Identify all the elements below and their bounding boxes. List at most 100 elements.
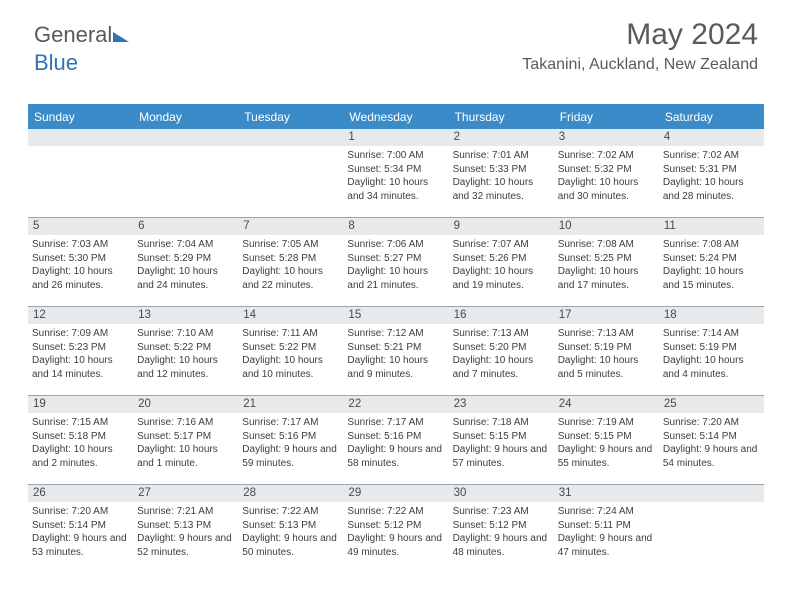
day-header: Saturday	[659, 106, 764, 129]
day-info: Sunrise: 7:05 AMSunset: 5:28 PMDaylight:…	[242, 238, 339, 292]
sunset-text: Sunset: 5:14 PM	[663, 430, 760, 444]
calendar-day-cell: 17Sunrise: 7:13 AMSunset: 5:19 PMDayligh…	[554, 307, 659, 395]
daylight-text: Daylight: 10 hours and 22 minutes.	[242, 265, 339, 292]
daylight-text: Daylight: 10 hours and 1 minute.	[137, 443, 234, 470]
calendar-day-cell: 10Sunrise: 7:08 AMSunset: 5:25 PMDayligh…	[554, 218, 659, 306]
daylight-text: Daylight: 9 hours and 48 minutes.	[453, 532, 550, 559]
sunrise-text: Sunrise: 7:22 AM	[347, 505, 444, 519]
location-subtitle: Takanini, Auckland, New Zealand	[522, 56, 758, 74]
calendar-day-cell: 12 Sunrise: 7:09 AMSunset: 5:23 PMDayligh…	[28, 307, 133, 395]
day-number: 2	[449, 129, 554, 146]
sunset-text: Sunset: 5:16 PM	[242, 430, 339, 444]
calendar-day-cell: 18Sunrise: 7:14 AMSunset: 5:19 PMDayligh…	[659, 307, 764, 395]
sunrise-text: Sunrise: 7:03 AM	[32, 238, 129, 252]
day-number: 16	[449, 307, 554, 324]
day-number: 18	[659, 307, 764, 324]
daylight-text: Daylight: 10 hours and 9 minutes.	[347, 354, 444, 381]
day-info: Sunrise: 7:07 AMSunset: 5:26 PMDaylight:…	[453, 238, 550, 292]
calendar-day-cell: 5Sunrise: 7:03 AMSunset: 5:30 PMDaylight…	[28, 218, 133, 306]
day-number: 15	[343, 307, 448, 324]
sunrise-text: Sunrise: 7:19 AM	[558, 416, 655, 430]
day-number: 19	[28, 396, 133, 413]
sunrise-text: Sunrise: 7:20 AM	[32, 505, 129, 519]
sunrise-text: Sunrise: 7:16 AM	[137, 416, 234, 430]
day-info: Sunrise: 7:19 AMSunset: 5:15 PMDaylight:…	[558, 416, 655, 470]
day-info: Sunrise: 7:21 AMSunset: 5:13 PMDaylight:…	[137, 505, 234, 559]
sunset-text: Sunset: 5:13 PM	[242, 519, 339, 533]
day-header: Sunday	[28, 106, 133, 129]
calendar-day-cell: 2Sunrise: 7:01 AMSunset: 5:33 PMDaylight…	[449, 129, 554, 217]
calendar-day-cell: 30 Sunrise: 7:23 AMSunset: 5:12 PMDayligh…	[449, 485, 554, 573]
calendar-day-cell: 3Sunrise: 7:02 AMSunset: 5:32 PMDaylight…	[554, 129, 659, 217]
day-number: 27	[133, 485, 238, 502]
day-info: Sunrise: 7:12 AMSunset: 5:21 PMDaylight:…	[347, 327, 444, 381]
sunset-text: Sunset: 5:13 PM	[137, 519, 234, 533]
sunrise-text: Sunrise: 7:23 AM	[453, 505, 550, 519]
sunset-text: Sunset: 5:17 PM	[137, 430, 234, 444]
sunrise-text: Sunrise: 7:01 AM	[453, 149, 550, 163]
sunrise-text: Sunrise: 7:10 AM	[137, 327, 234, 341]
sunset-text: Sunset: 5:23 PM	[32, 341, 129, 355]
day-number: 3	[554, 129, 659, 146]
day-number: .	[238, 129, 343, 146]
daylight-text: Daylight: 10 hours and 2 minutes.	[32, 443, 129, 470]
day-info: Sunrise: 7:00 AMSunset: 5:34 PMDaylight:…	[347, 149, 444, 203]
calendar-day-cell: 4Sunrise: 7:02 AMSunset: 5:31 PMDaylight…	[659, 129, 764, 217]
day-number: 26	[28, 485, 133, 502]
day-header: Monday	[133, 106, 238, 129]
day-number: 30	[449, 485, 554, 502]
day-number: 24	[554, 396, 659, 413]
day-header: Tuesday	[238, 106, 343, 129]
day-info: Sunrise: 7:18 AMSunset: 5:15 PMDaylight:…	[453, 416, 550, 470]
sunrise-text: Sunrise: 7:00 AM	[347, 149, 444, 163]
calendar-day-cell: .	[238, 129, 343, 217]
calendar-week-row: 12Sunrise: 7:09 AMSunset: 5:23 PMDayligh…	[28, 306, 764, 395]
day-number: 6	[133, 218, 238, 235]
day-number: 21	[238, 396, 343, 413]
daylight-text: Daylight: 9 hours and 58 minutes.	[347, 443, 444, 470]
day-number: 12	[28, 307, 133, 324]
calendar-day-cell: 31Sunrise: 7:24 AMSunset: 5:11 PMDayligh…	[554, 485, 659, 573]
sunrise-text: Sunrise: 7:07 AM	[453, 238, 550, 252]
sunset-text: Sunset: 5:19 PM	[558, 341, 655, 355]
calendar-day-cell: 24 Sunrise: 7:19 AMSunset: 5:15 PMDayligh…	[554, 396, 659, 484]
day-header: Wednesday	[343, 106, 448, 129]
calendar-day-cell: .	[28, 129, 133, 217]
day-number: 25	[659, 396, 764, 413]
calendar-day-cell: 20Sunrise: 7:16 AMSunset: 5:17 PMDayligh…	[133, 396, 238, 484]
sunset-text: Sunset: 5:26 PM	[453, 252, 550, 266]
sunrise-text: Sunrise: 7:08 AM	[663, 238, 760, 252]
sunset-text: Sunset: 5:19 PM	[663, 341, 760, 355]
sunset-text: Sunset: 5:33 PM	[453, 163, 550, 177]
day-number: 14	[238, 307, 343, 324]
sunrise-text: Sunrise: 7:02 AM	[663, 149, 760, 163]
day-info: Sunrise: 7:13 AMSunset: 5:19 PMDaylight:…	[558, 327, 655, 381]
sunset-text: Sunset: 5:15 PM	[453, 430, 550, 444]
day-info: Sunrise: 7:10 AMSunset: 5:22 PMDaylight:…	[137, 327, 234, 381]
calendar-day-cell: 23Sunrise: 7:18 AMSunset: 5:15 PMDayligh…	[449, 396, 554, 484]
sunrise-text: Sunrise: 7:09 AM	[32, 327, 129, 341]
day-info: Sunrise: 7:09 AMSunset: 5:23 PMDaylight:…	[32, 327, 129, 381]
day-header: Thursday	[449, 106, 554, 129]
sunset-text: Sunset: 5:30 PM	[32, 252, 129, 266]
calendar-day-cell: 8Sunrise: 7:06 AMSunset: 5:27 PMDaylight…	[343, 218, 448, 306]
day-number: .	[659, 485, 764, 502]
daylight-text: Daylight: 10 hours and 7 minutes.	[453, 354, 550, 381]
daylight-text: Daylight: 10 hours and 24 minutes.	[137, 265, 234, 292]
sunset-text: Sunset: 5:34 PM	[347, 163, 444, 177]
daylight-text: Daylight: 10 hours and 19 minutes.	[453, 265, 550, 292]
sunset-text: Sunset: 5:18 PM	[32, 430, 129, 444]
day-header: Friday	[554, 106, 659, 129]
daylight-text: Daylight: 10 hours and 5 minutes.	[558, 354, 655, 381]
daylight-text: Daylight: 9 hours and 57 minutes.	[453, 443, 550, 470]
sunrise-text: Sunrise: 7:02 AM	[558, 149, 655, 163]
sunrise-text: Sunrise: 7:22 AM	[242, 505, 339, 519]
sunset-text: Sunset: 5:12 PM	[453, 519, 550, 533]
sunset-text: Sunset: 5:14 PM	[32, 519, 129, 533]
calendar-day-cell: 6Sunrise: 7:04 AMSunset: 5:29 PMDaylight…	[133, 218, 238, 306]
daylight-text: Daylight: 9 hours and 52 minutes.	[137, 532, 234, 559]
day-info: Sunrise: 7:03 AMSunset: 5:30 PMDaylight:…	[32, 238, 129, 292]
day-number: .	[133, 129, 238, 146]
logo-text-1: General	[34, 22, 112, 47]
calendar-week-row: 19Sunrise: 7:15 AMSunset: 5:18 PMDayligh…	[28, 395, 764, 484]
